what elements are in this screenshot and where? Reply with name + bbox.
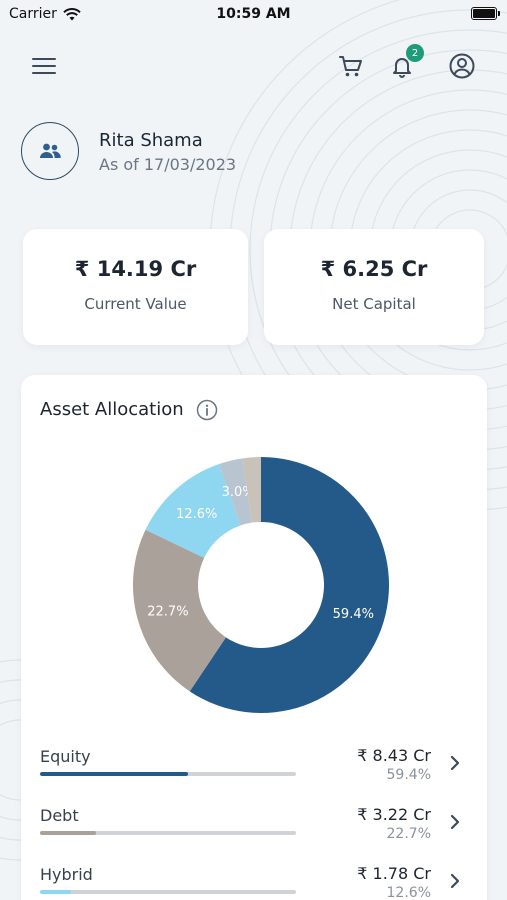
net-capital-amount: ₹ 6.25 Cr xyxy=(320,257,428,281)
hamburger-menu-icon xyxy=(32,58,56,74)
cart-icon xyxy=(339,56,362,77)
allocation-row-equity[interactable]: Equity ₹ 8.43 Cr 59.4% xyxy=(40,746,470,797)
asset-name: Debt xyxy=(40,806,79,825)
cart-button[interactable] xyxy=(337,52,365,80)
donut-slice-hybrid[interactable] xyxy=(145,464,241,558)
carrier-group: Carrier xyxy=(9,6,81,22)
asset-percent: 59.4% xyxy=(386,767,431,783)
net-capital-card[interactable]: ₹ 6.25 Cr Net Capital xyxy=(264,229,484,345)
carrier-label: Carrier xyxy=(9,6,57,22)
asset-amount: ₹ 3.22 Cr xyxy=(357,805,431,824)
asset-name: Equity xyxy=(40,747,91,766)
people-icon xyxy=(40,143,61,158)
net-capital-label: Net Capital xyxy=(332,295,416,313)
current-value-card[interactable]: ₹ 14.19 Cr Current Value xyxy=(23,229,248,345)
account-button[interactable] xyxy=(448,52,476,80)
status-bar: Carrier 10:59 AM xyxy=(0,0,507,30)
as-of-date: As of 17/03/2023 xyxy=(99,155,237,174)
donut-label-equity: 59.4% xyxy=(333,607,374,622)
asset-percent: 22.7% xyxy=(386,826,431,842)
allocation-fill xyxy=(40,831,97,835)
user-circle-icon xyxy=(449,53,475,79)
donut-slice-equity[interactable] xyxy=(189,457,390,713)
client-name: Rita Shama xyxy=(99,130,203,151)
status-time: 10:59 AM xyxy=(216,6,291,22)
avatar[interactable] xyxy=(21,122,79,180)
allocation-row-hybrid[interactable]: Hybrid ₹ 1.78 Cr 12.6% xyxy=(40,864,470,900)
donut-slice-debt[interactable] xyxy=(132,529,226,692)
allocation-fill xyxy=(40,772,189,776)
bell-icon xyxy=(393,58,411,78)
notification-badge: 2 xyxy=(406,44,424,62)
info-icon[interactable] xyxy=(196,399,218,421)
allocation-fill xyxy=(40,890,71,894)
allocation-track xyxy=(40,831,296,835)
current-value-amount: ₹ 14.19 Cr xyxy=(74,257,197,281)
asset-percent: 12.6% xyxy=(386,885,431,900)
asset-amount: ₹ 8.43 Cr xyxy=(357,746,431,765)
donut-slice-other-2[interactable] xyxy=(242,457,261,523)
donut-label-other-1: 3.0% xyxy=(222,485,255,500)
chevron-right-icon xyxy=(450,755,460,771)
donut-label-debt: 22.7% xyxy=(147,604,188,619)
donut-slice-other-1[interactable] xyxy=(219,458,252,526)
asset-allocation-card: Asset Allocation 59.4% 22.7% 12.6% 3.0% Equ… xyxy=(21,375,487,900)
current-value-label: Current Value xyxy=(84,295,187,313)
chevron-right-icon xyxy=(450,814,460,830)
profile-header: Rita Shama As of 17/03/2023 xyxy=(21,122,481,182)
asset-amount: ₹ 1.78 Cr xyxy=(357,864,431,883)
asset-name: Hybrid xyxy=(40,865,93,884)
allocation-donut-chart: 59.4% 22.7% 12.6% 3.0% xyxy=(132,457,390,713)
allocation-track xyxy=(40,772,296,776)
notifications-button[interactable]: 2 xyxy=(388,44,424,80)
allocation-track xyxy=(40,890,296,894)
allocation-row-debt[interactable]: Debt ₹ 3.22 Cr 22.7% xyxy=(40,805,470,856)
chevron-right-icon xyxy=(450,873,460,889)
asset-allocation-title: Asset Allocation xyxy=(40,399,184,420)
wifi-icon xyxy=(63,7,81,20)
battery-icon xyxy=(471,7,500,20)
donut-label-hybrid: 12.6% xyxy=(176,507,217,522)
menu-button[interactable] xyxy=(30,52,58,80)
top-navigation: 2 xyxy=(0,44,507,88)
